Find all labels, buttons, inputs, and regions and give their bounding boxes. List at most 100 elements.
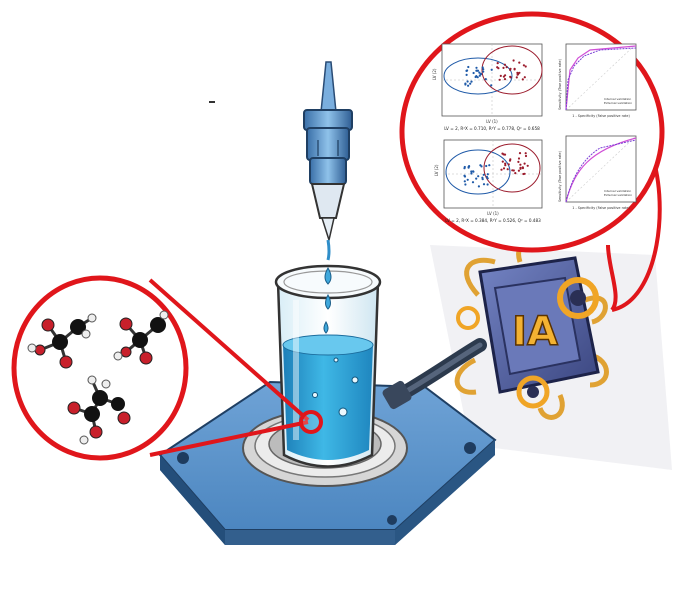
class-b-point (502, 75, 505, 78)
class-b-point (519, 163, 522, 166)
class-b-point (504, 162, 507, 165)
class-b-point (501, 160, 504, 163)
class-b-point (524, 154, 528, 158)
class-a-point (481, 66, 484, 69)
top-scatter-points (464, 59, 527, 87)
top-scatter-ylabel: LV (2) (432, 68, 437, 80)
class-b-point (521, 166, 524, 169)
class-a-point (470, 172, 473, 175)
class-b-point (506, 168, 509, 171)
class-b-point (499, 74, 502, 77)
class-a-point (482, 70, 485, 73)
class-b-point (526, 164, 529, 167)
top-scatter-plot: LV (2) LV (1) LV = 2, R²X = 0.710, R²Y =… (432, 43, 543, 131)
bottom-scatter-points (463, 152, 529, 188)
cable-icon (382, 338, 487, 410)
class-b-point (509, 158, 512, 161)
class-a-point (490, 68, 493, 71)
class-b-point (519, 167, 522, 170)
bottom-scatter-ylabel: LV (2) (434, 164, 439, 176)
class-a-point (488, 164, 491, 167)
class-a-point (478, 74, 481, 77)
class-b-point (512, 59, 515, 62)
bottom-roc-plot: Sensitivity (True positive rate) 1 - Spe… (558, 135, 637, 210)
top-roc-xlabel: 1 - Specificity (False positive rate) (572, 114, 630, 118)
beaker-icon (274, 264, 382, 468)
class-b-point (503, 78, 507, 81)
top-roc-ylabel: Sensitivity (True positive rate) (558, 58, 562, 110)
class-b-point (518, 61, 521, 64)
class-a-point (485, 164, 488, 168)
bottom-roc-xlabel: 1 - Specificity (False positive rate) (572, 206, 630, 210)
class-a-point (479, 164, 482, 167)
class-b-point (518, 152, 522, 155)
class-a-point (465, 73, 468, 76)
class-b-point (522, 64, 526, 67)
class-a-point (478, 71, 481, 74)
class-a-point (466, 69, 469, 72)
class-b-point (513, 68, 516, 71)
chip-label: IA (512, 309, 558, 355)
class-b-point (502, 66, 505, 69)
class-b-point (522, 172, 525, 176)
class-b-point (498, 78, 501, 81)
class-a-point (464, 83, 467, 86)
class-b-point (496, 66, 499, 69)
class-a-point (466, 178, 469, 181)
class-b-point (509, 76, 512, 79)
class-a-point (481, 178, 484, 181)
class-a-point (482, 68, 485, 71)
class-b-point (503, 63, 506, 66)
class-b-point (503, 153, 507, 156)
ai-chip-icon: IA (454, 237, 609, 420)
class-a-point (471, 181, 475, 184)
class-b-point (523, 76, 526, 79)
class-a-point (467, 84, 470, 87)
class-a-point (477, 175, 480, 178)
bottom-scatter-xlabel: LV (1) (487, 211, 499, 216)
class-b-point (502, 167, 506, 170)
bottom-roc-legend-internal: Internal validation (604, 189, 631, 193)
class-a-point (484, 78, 487, 81)
class-b-point (517, 169, 521, 172)
class-a-point (482, 183, 486, 186)
class-a-point (474, 75, 477, 79)
top-roc-plot: Sensitivity (True positive rate) 1 - Spe… (558, 43, 637, 118)
class-b-point (517, 157, 521, 160)
class-a-point (490, 84, 493, 87)
class-a-point (472, 71, 475, 75)
class-b-point (507, 163, 510, 166)
class-b-point (515, 76, 518, 79)
class-b-point (500, 168, 503, 171)
dash-mark (209, 101, 215, 103)
top-roc-legend-external: External validation (604, 101, 632, 105)
class-b-point (524, 152, 527, 155)
class-a-point (463, 165, 466, 169)
bottom-roc-ylabel: Sensitivity (True positive rate) (558, 150, 562, 202)
class-b-point (517, 72, 520, 76)
class-a-point (467, 65, 470, 69)
class-b-point (509, 67, 512, 70)
class-a-point (486, 177, 489, 180)
class-b-point (504, 164, 507, 167)
class-a-point (482, 173, 485, 176)
class-a-point (480, 72, 483, 76)
class-b-point (501, 152, 504, 155)
class-a-point (467, 166, 470, 169)
class-b-point (505, 66, 508, 69)
molecule-icon (27, 310, 169, 445)
class-a-point (464, 183, 467, 186)
class-a-point (472, 170, 475, 173)
class-b-point (523, 162, 526, 165)
class-b-point (524, 65, 527, 68)
class-a-point (470, 80, 473, 83)
class-a-point (469, 82, 472, 85)
class-a-point (463, 180, 466, 183)
class-a-point (470, 170, 473, 173)
class-a-point (475, 177, 478, 180)
top-scatter-caption: LV = 2, R²X = 0.710, R²Y = 0.778, Q² = 0… (444, 126, 540, 131)
class-a-point (486, 183, 489, 186)
class-b-point (511, 169, 514, 172)
